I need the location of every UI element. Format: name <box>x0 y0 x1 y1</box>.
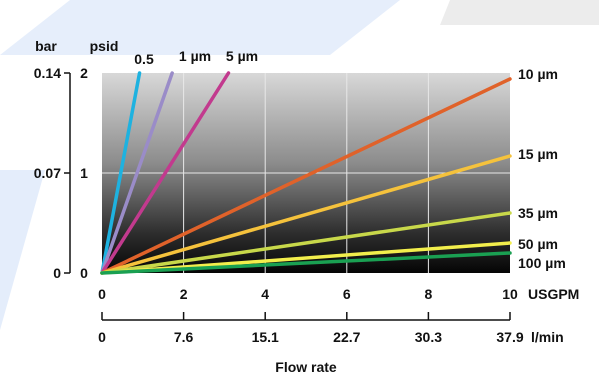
series-label: 100 µm <box>518 255 566 271</box>
series-line <box>100 154 512 275</box>
series-label: 5 µm <box>226 48 258 64</box>
usgpm-tick-label: 2 <box>180 286 188 302</box>
series-line <box>100 77 512 275</box>
series-label: 0.5 <box>134 51 154 67</box>
series-line <box>100 71 231 275</box>
series-lines <box>100 71 512 275</box>
series-line <box>100 251 512 275</box>
lmin-tick-label: 7.6 <box>174 329 194 345</box>
lmin-tick-label: 30.3 <box>415 329 442 345</box>
psid-tick-label: 2 <box>80 65 88 81</box>
usgpm-tick-label: 4 <box>261 286 269 302</box>
series-label: 15 µm <box>518 146 558 162</box>
usgpm-tick-label: 6 <box>343 286 351 302</box>
usgpm-tick-label: 10 <box>502 286 518 302</box>
usgpm-tick-label: 0 <box>98 286 106 302</box>
series-line <box>100 71 142 275</box>
bar-axis-unit: bar <box>35 38 57 54</box>
lmin-tick-label: 0 <box>98 329 106 345</box>
series-label: 50 µm <box>518 236 558 252</box>
bar-tick-label: 0.07 <box>34 165 61 181</box>
usgpm-tick-label: 8 <box>425 286 433 302</box>
psid-axis-unit: psid <box>90 38 119 54</box>
lmin-unit: l/min <box>531 329 564 345</box>
series-label: 35 µm <box>518 205 558 221</box>
series-label: 10 µm <box>518 66 558 82</box>
lmin-tick-label: 37.9 <box>496 329 523 345</box>
psid-tick-label: 0 <box>80 265 88 281</box>
lmin-tick-label: 22.7 <box>333 329 360 345</box>
lmin-tick-label: 15.1 <box>252 329 279 345</box>
axes <box>64 72 511 321</box>
series-line <box>100 211 512 275</box>
usgpm-unit: USGPM <box>528 286 579 302</box>
grid <box>102 73 510 273</box>
series-label: 1 µm <box>179 48 211 64</box>
bar-tick-label: 0 <box>53 265 61 281</box>
x-axis-title: Flow rate <box>275 359 337 375</box>
psid-tick-label: 1 <box>80 165 88 181</box>
series-line <box>100 71 174 275</box>
bar-tick-label: 0.14 <box>34 65 61 81</box>
